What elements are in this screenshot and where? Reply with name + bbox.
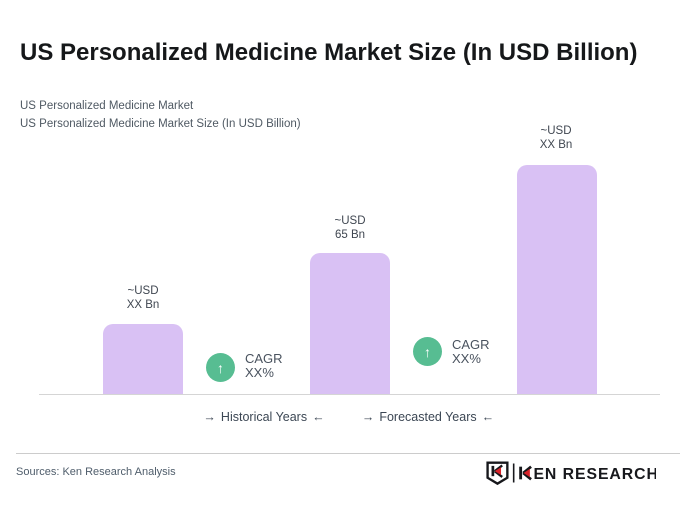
footer-divider (16, 453, 680, 454)
axis-group-label: Historical Years (220, 410, 308, 424)
axis-group-historical: → Historical Years ← (174, 410, 354, 424)
axis-group-label: Forecasted Years (379, 410, 477, 424)
logo-wordmark: EN RESEARCH (519, 465, 658, 483)
bar-value-line-2: 65 Bn (334, 229, 366, 241)
bar-forecast (517, 165, 597, 394)
page-title: US Personalized Medicine Market Size (In… (20, 39, 638, 67)
cagr-line-1: CAGR (452, 337, 490, 352)
bar-value-line-1: ~USD (127, 285, 159, 297)
arrow-right-icon: → (361, 410, 375, 424)
cagr-line-2: XX% (452, 351, 481, 366)
chart-subtitle: US Personalized Medicine Market US Perso… (20, 98, 660, 133)
bar-current (310, 253, 390, 394)
cagr-label: CAGR XX% (245, 352, 283, 380)
growth-badge: ↑ (206, 353, 235, 382)
bar-value-line-1: ~USD (334, 215, 366, 227)
arrow-right-icon: → (203, 410, 216, 424)
axis-group-forecasted: → Forecasted Years ← (338, 410, 518, 424)
x-axis-line (39, 394, 660, 395)
bar-value-line-2: XX Bn (539, 139, 573, 151)
subtitle-line-1: US Personalized Medicine Market (20, 100, 194, 112)
bar-value-label: ~USD XX Bn (496, 124, 616, 152)
growth-badge: ↑ (413, 337, 442, 366)
logo-badge-icon (486, 461, 509, 486)
cagr-label: CAGR XX% (452, 338, 490, 366)
logo-text: EN RESEARCH (533, 466, 656, 483)
arrow-left-icon: ← (312, 410, 325, 424)
bar-value-line-2: XX Bn (126, 299, 160, 311)
cagr-line-1: CAGR (245, 351, 283, 366)
sources-text: Sources: Ken Research Analysis (16, 466, 176, 478)
ken-research-logo-graphic: EN RESEARCH (486, 461, 658, 486)
up-arrow-icon: ↑ (424, 343, 431, 360)
up-arrow-icon: ↑ (217, 359, 224, 376)
cagr-line-2: XX% (245, 365, 274, 380)
logo-separator (512, 463, 515, 483)
bar-historical (103, 324, 183, 394)
ken-research-logo: EN RESEARCH (486, 461, 658, 490)
bar-value-line-1: ~USD (540, 125, 572, 137)
subtitle-line-2: US Personalized Medicine Market Size (In… (20, 117, 301, 130)
arrow-left-icon: ← (481, 410, 495, 424)
bar-value-label: ~USD 65 Bn (290, 214, 410, 242)
bar-value-label: ~USD XX Bn (83, 284, 203, 312)
